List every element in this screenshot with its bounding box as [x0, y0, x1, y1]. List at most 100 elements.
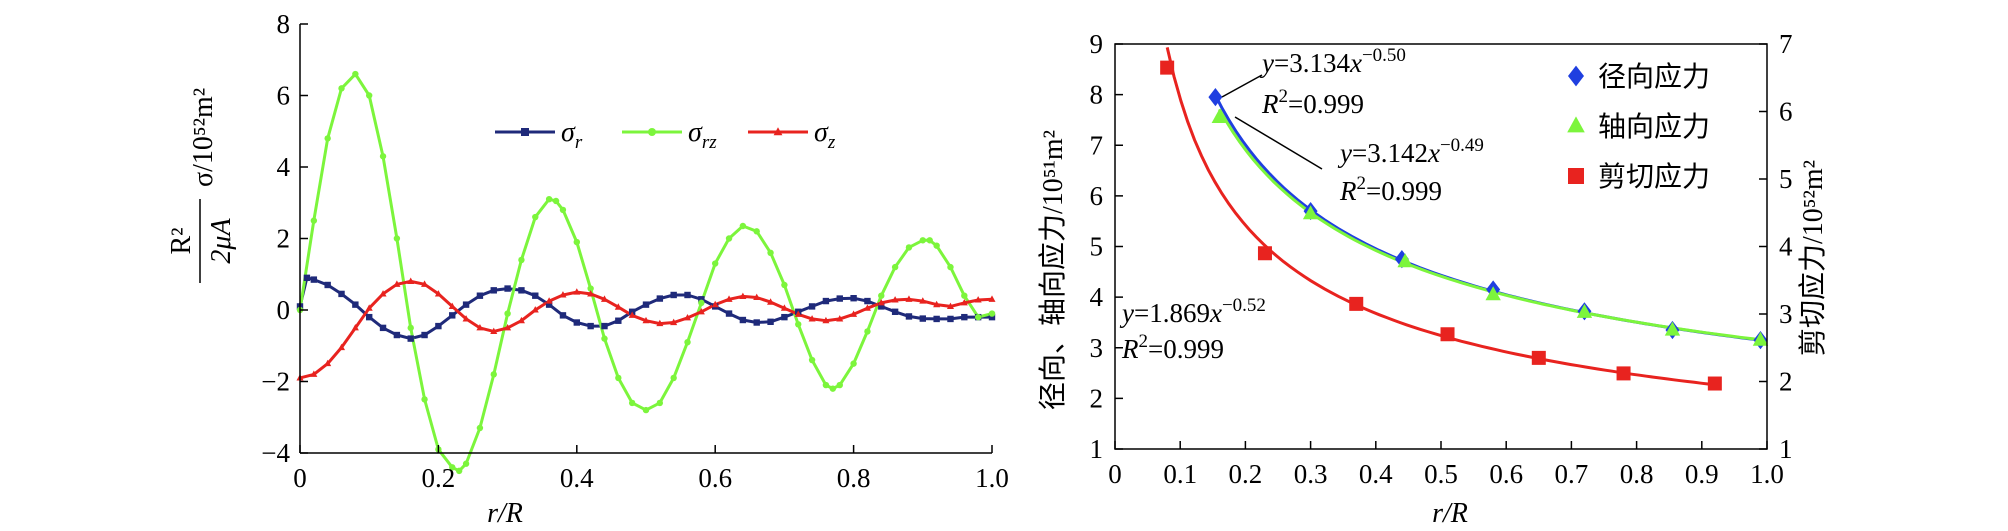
- annotation-3-eq-var: x: [1209, 298, 1222, 328]
- left-point-r: [808, 303, 816, 310]
- left-point-z: [351, 324, 359, 331]
- legend-label-1: 轴向应力: [1598, 111, 1710, 143]
- left-point-rz: [961, 292, 968, 299]
- right-left-y-tick-label: 3: [1090, 333, 1104, 363]
- right-x-tick-label: 0.8: [1620, 459, 1654, 489]
- left-point-r: [366, 313, 373, 321]
- left-point-r: [601, 322, 608, 330]
- right-chart-left-y-label: 径向、轴向应力/10⁵¹m²: [1037, 130, 1069, 410]
- left-point-z: [877, 299, 885, 306]
- left-point-rz: [455, 467, 463, 475]
- left-point-r: [767, 318, 774, 325]
- legend-marker-2: [1568, 168, 1584, 184]
- left-point-z: [656, 319, 664, 327]
- right-left-y-tick-label: 8: [1090, 80, 1104, 110]
- right-x-tick-label: 0: [1108, 459, 1122, 489]
- data-point-1: [1211, 109, 1228, 124]
- left-series-line-z: [299, 279, 993, 380]
- left-point-rz: [504, 310, 511, 317]
- left-point-r: [891, 308, 899, 315]
- left-y-tick-label: 4: [277, 152, 291, 182]
- left-point-rz: [338, 85, 345, 92]
- left-point-rz: [379, 153, 387, 160]
- left-point-r: [725, 310, 733, 317]
- left-point-rz: [615, 374, 622, 382]
- data-point-0: [1208, 88, 1223, 107]
- data-point-2: [1349, 296, 1364, 311]
- right-left-y-tick-label: 2: [1090, 383, 1104, 413]
- legend-marker-0: [1568, 65, 1584, 87]
- data-point-1: [1302, 205, 1319, 220]
- left-point-rz: [712, 260, 719, 267]
- left-series-line-r: [298, 276, 992, 341]
- right-chart: 0 0.1 0.2 0.3 0.4 0.5 0.6 0.7 0.8 0.9 1.0123456789…: [1037, 29, 1829, 529]
- left-x-tick-label: 0.6: [698, 463, 732, 493]
- left-point-r: [656, 295, 664, 302]
- left-point-r: [947, 315, 954, 323]
- left-point-r: [836, 295, 843, 302]
- right-right-y-tick-label: 4: [1779, 232, 1793, 262]
- left-point-r: [303, 274, 311, 282]
- legend-marker-r: [521, 128, 529, 136]
- left-y-tick-label: 8: [277, 9, 291, 39]
- left-point-z: [573, 288, 581, 295]
- left-point-z: [587, 290, 595, 297]
- left-point-rz: [988, 310, 996, 317]
- left-point-z: [767, 298, 775, 305]
- left-point-rz: [795, 321, 802, 328]
- right-right-y-tick-label: 2: [1779, 367, 1793, 397]
- svg-text:y=1.869x−0.52: y=1.869x−0.52: [1119, 295, 1266, 328]
- annotation-3-eq-lhs: y: [1119, 298, 1134, 328]
- left-point-z: [379, 290, 387, 297]
- left-point-r: [739, 316, 747, 324]
- left-point-z: [642, 316, 650, 324]
- left-point-rz: [559, 206, 567, 214]
- legend-marker-1: [1567, 116, 1585, 133]
- left-point-rz: [725, 235, 733, 242]
- left-point-rz: [642, 406, 650, 414]
- left-point-z: [407, 277, 415, 284]
- left-point-rz: [808, 356, 816, 364]
- left-point-z: [545, 297, 553, 304]
- left-legend: σr σrz σz: [495, 117, 836, 153]
- left-point-r: [407, 335, 414, 342]
- left-point-r: [684, 291, 691, 299]
- left-point-z: [794, 310, 802, 317]
- left-point-rz: [822, 381, 830, 389]
- left-point-rz: [462, 460, 470, 467]
- legend-label-0: 径向应力: [1598, 61, 1710, 93]
- left-point-z: [504, 324, 512, 331]
- left-point-rz: [974, 313, 982, 321]
- left-point-r: [573, 319, 580, 326]
- annotation-1-leader: [1221, 74, 1263, 98]
- left-point-r: [421, 331, 428, 339]
- left-point-rz: [864, 328, 871, 335]
- left-point-rz: [366, 92, 373, 99]
- fit-curve-1: [1218, 108, 1761, 342]
- left-point-rz: [587, 285, 594, 292]
- right-right-y-tick-label: 6: [1779, 97, 1793, 127]
- left-point-z: [324, 359, 332, 367]
- left-point-z: [780, 304, 788, 311]
- annotation-1-eq-coef: =3.134: [1274, 48, 1350, 78]
- left-point-rz: [393, 235, 401, 242]
- left-point-r: [518, 287, 525, 294]
- left-point-z: [421, 280, 429, 287]
- left-point-rz: [905, 244, 913, 251]
- left-point-z: [628, 311, 636, 318]
- right-left-y-tick-label: 6: [1090, 181, 1104, 211]
- left-point-r: [379, 324, 387, 332]
- right-x-tick-label: 1.0: [1750, 459, 1784, 489]
- right-right-y-tick-label: 5: [1779, 164, 1793, 194]
- left-point-z: [697, 307, 705, 315]
- right-left-y-tick-label: 7: [1090, 130, 1104, 160]
- data-point-2: [1616, 366, 1631, 381]
- left-point-r: [878, 303, 885, 310]
- left-point-rz: [850, 360, 857, 367]
- left-point-z: [711, 300, 719, 308]
- left-point-r: [753, 319, 760, 326]
- left-point-z: [933, 300, 941, 308]
- left-y-tick-label: −4: [261, 438, 290, 468]
- left-y-frac-num: R²: [166, 227, 197, 254]
